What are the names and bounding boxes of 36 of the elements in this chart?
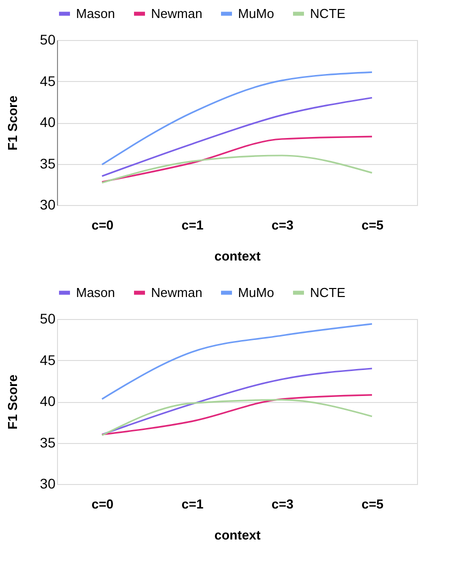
y-tick-label: 35 — [40, 434, 56, 450]
legend-label: NCTE — [310, 6, 346, 21]
x-tick-label: c=3 — [271, 218, 294, 232]
legend-label: NCTE — [310, 284, 346, 300]
x-tick-label: c=1 — [181, 496, 204, 512]
line-series — [101, 154, 373, 184]
legend-label: Mason — [76, 284, 116, 300]
x-axis-title: context — [214, 528, 262, 542]
y-tick-label: 35 — [40, 155, 56, 172]
line-series — [101, 136, 373, 183]
y-tick-label: 30 — [40, 196, 56, 212]
legend-label: Newman — [151, 6, 202, 21]
y-tick-label: 50 — [40, 310, 56, 326]
x-tick-label: c=1 — [181, 218, 204, 232]
y-axis-title: F1 Score — [4, 96, 20, 150]
y-tick-label: 40 — [40, 114, 56, 130]
x-axis-title: context — [214, 248, 262, 264]
x-tick-label: c=0 — [91, 496, 114, 512]
x-tick-label: c=5 — [361, 496, 384, 512]
y-tick-label: 50 — [40, 32, 56, 48]
x-tick-label: c=0 — [91, 218, 114, 232]
y-tick-label: 45 — [40, 352, 56, 368]
legend-label: MuMo — [238, 6, 274, 21]
y-axis-title: F1 Score — [4, 374, 20, 430]
legend-label: Newman — [151, 284, 202, 300]
x-tick-label: c=3 — [271, 496, 294, 512]
legend-label: Mason — [76, 6, 116, 21]
y-tick-label: 40 — [40, 393, 56, 409]
y-tick-label: 45 — [40, 72, 56, 89]
line-series — [101, 71, 373, 166]
line-series — [101, 96, 373, 177]
y-tick-label: 30 — [40, 476, 56, 492]
legend-label: MuMo — [238, 284, 274, 300]
x-tick-label: c=5 — [361, 218, 384, 232]
line-series — [101, 368, 373, 436]
line-series — [101, 323, 373, 400]
